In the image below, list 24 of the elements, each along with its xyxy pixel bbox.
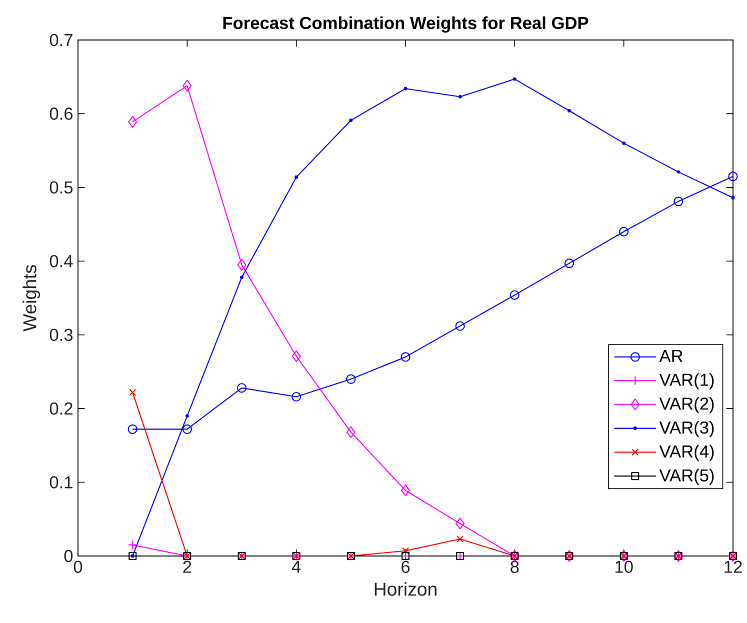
y-tick-label: 0.4: [50, 254, 73, 268]
y-tick-label: 0.2: [50, 402, 72, 415]
legend-label: VAR(4): [659, 444, 714, 462]
y-tick-label: 0.5: [50, 181, 73, 194]
y-tick-label: 0.6: [50, 108, 73, 120]
x-tick-label: 0: [74, 560, 82, 573]
y-tick-label: 0.7: [50, 34, 72, 46]
y-tick-label: 0: [64, 550, 73, 562]
legend-label: AR: [659, 350, 683, 362]
x-tick-label: 10: [616, 560, 633, 573]
y-tick-label: 0.3: [50, 328, 73, 341]
y-tick-label: 0.1: [50, 476, 72, 488]
legend-label: VAR(3): [659, 421, 714, 438]
x-tick-label: 12: [724, 560, 742, 573]
legend-label: VAR(5): [659, 468, 714, 485]
chart-title: Forecast Combination Weights for Real GDP: [223, 16, 588, 33]
x-tick-label: 2: [183, 560, 192, 573]
x-tick-label: 4: [292, 560, 301, 573]
legend-label: VAR(1): [659, 373, 714, 390]
legend-label: VAR(2): [659, 397, 714, 414]
y-axis-title: Weights: [22, 265, 40, 332]
x-tick-label: 8: [510, 560, 519, 573]
x-tick-label: 6: [402, 560, 410, 573]
x-axis-title: Horizon: [374, 582, 436, 596]
